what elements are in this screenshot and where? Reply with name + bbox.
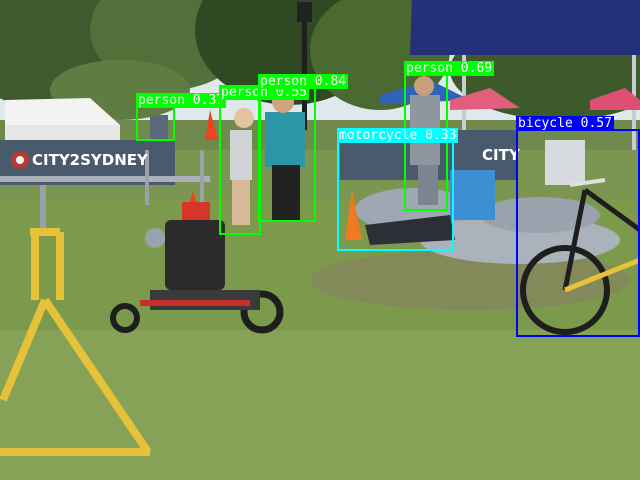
banner-text-right: CITY [482, 146, 521, 164]
white-tent [5, 98, 120, 128]
inflatable-lounger [355, 188, 620, 264]
detection-box-motorcycle-1: motorcycle 0.33 [337, 128, 459, 251]
yellow-stand [0, 228, 152, 456]
lamp-head [297, 2, 312, 22]
detection-label-person-3: person 0.84 [258, 74, 349, 89]
detection-label-person-4: person 0.69 [404, 61, 495, 76]
lamp-post [302, 10, 307, 130]
bicycle [520, 178, 640, 335]
people [150, 76, 585, 245]
banner-text-left: CITY2SYDNEY [32, 151, 149, 169]
detection-box-person-1: person 0.37 [136, 93, 227, 141]
detection-box-person-2: person 0.55 [219, 85, 310, 235]
detection-label-motorcycle-1: motorcycle 0.33 [337, 128, 459, 143]
detection-box-person-3: person 0.84 [258, 74, 349, 222]
detection-label-bicycle-1: bicycle 0.57 [516, 116, 614, 131]
detection-label-person-1: person 0.37 [136, 93, 227, 108]
detection-box-bicycle-1: bicycle 0.57 [516, 116, 640, 337]
traffic-cone [345, 190, 362, 240]
recumbent-trike [110, 202, 284, 334]
